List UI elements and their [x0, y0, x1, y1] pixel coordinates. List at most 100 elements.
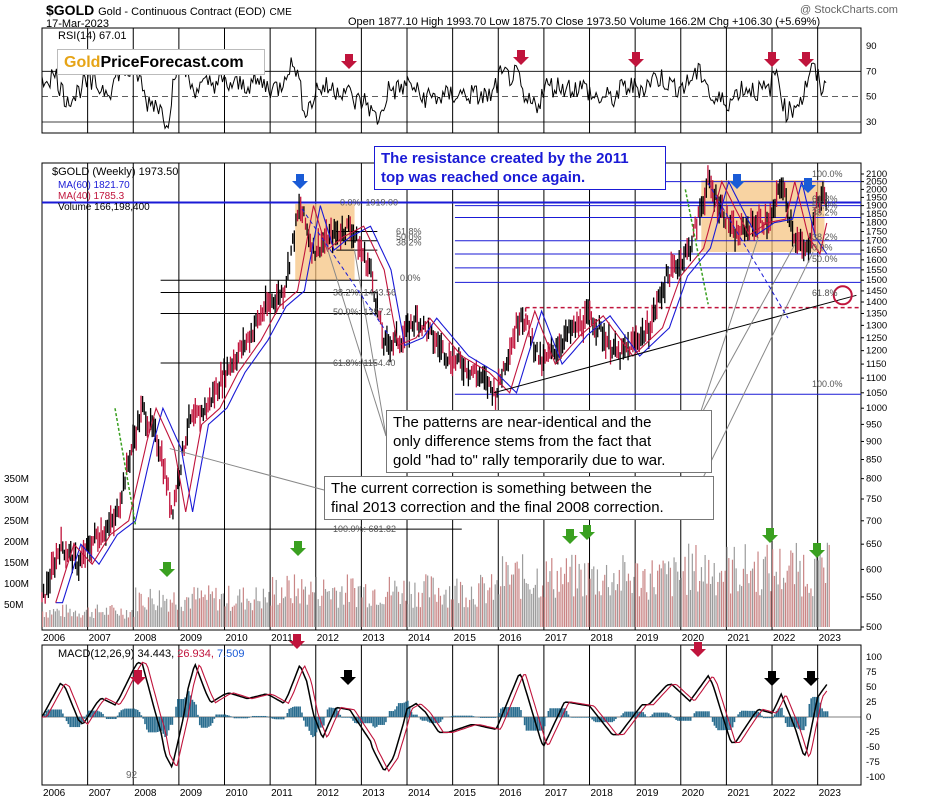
volume-bar	[310, 581, 312, 627]
volume-green-arrow	[562, 529, 578, 544]
macd-histogram-bar	[553, 708, 555, 717]
macd-histogram-bar	[823, 711, 825, 717]
macd-histogram-bar	[220, 714, 223, 717]
volume-bar	[551, 558, 553, 627]
macd-histogram-bar	[675, 717, 677, 720]
macd-histogram-bar	[200, 717, 203, 728]
macd-histogram-bar	[594, 717, 597, 723]
macd-histogram-bar	[332, 707, 334, 717]
volume-bar	[465, 597, 467, 627]
macd-histogram-bar	[804, 717, 807, 727]
volume-bar	[153, 604, 155, 627]
x-tick-label: 2014	[408, 633, 431, 644]
macd-histogram-bar	[175, 706, 177, 717]
price-tick-label: 1300	[866, 320, 887, 331]
macd-histogram-bar	[133, 708, 135, 717]
macd-histogram-bar	[485, 717, 488, 718]
volume-bar	[782, 577, 785, 627]
volume-bar	[750, 570, 752, 627]
volume-bar	[726, 546, 728, 627]
macd-histogram-bar	[281, 717, 283, 720]
macd-histogram-bar	[91, 710, 93, 717]
macd-histogram-bar	[408, 706, 411, 717]
volume-bar	[224, 606, 226, 627]
macd-histogram-bar	[547, 711, 550, 717]
volume-bar	[501, 556, 504, 627]
macd-histogram-bar	[459, 715, 462, 717]
volume-bar	[574, 554, 577, 627]
macd-histogram-bar	[706, 711, 708, 717]
volume-bar	[781, 589, 783, 627]
x-tick-label: 2006	[43, 633, 66, 644]
macd-histogram-bar	[155, 717, 157, 733]
volume-tick-label: 150M	[4, 558, 29, 569]
price-legend: $GOLD (Weekly) 1973.50	[52, 166, 179, 178]
price-tick-label: 1100	[866, 373, 886, 384]
macd-histogram-bar	[452, 715, 455, 717]
x-tick-label: 2009	[180, 633, 203, 644]
volume-bar	[189, 608, 192, 627]
macd-histogram-bar	[244, 717, 247, 719]
volume-bar	[545, 561, 547, 627]
macd-histogram-bar	[514, 707, 517, 717]
volume-bar	[662, 560, 664, 627]
macd-signal-line	[42, 661, 828, 773]
macd-histogram-bar	[782, 715, 785, 717]
macd-histogram-bar	[421, 717, 424, 721]
volume-bar	[279, 603, 281, 627]
volume-bar	[728, 558, 730, 627]
volume-bar	[290, 598, 292, 627]
volume-bar	[713, 563, 715, 627]
macd-histogram-bar	[209, 717, 212, 726]
price-tick-label: 1150	[866, 359, 886, 370]
price-tick-label: 1500	[866, 275, 887, 286]
macd-histogram-bar	[94, 710, 97, 717]
macd-tick-label: 75	[866, 667, 877, 678]
macd-histogram-bar	[324, 717, 327, 718]
macd-histogram-bar	[487, 717, 489, 718]
volume-tick-label: 250M	[4, 516, 29, 527]
x-tick-label: 2012	[317, 633, 340, 644]
macd-histogram-bar	[658, 712, 661, 717]
x-tick-label: 2023	[819, 633, 842, 644]
callout-connector	[169, 448, 325, 491]
macd-histogram-bar	[520, 710, 522, 717]
macd-histogram-bar	[761, 715, 763, 717]
macd-histogram-bar	[439, 717, 442, 722]
volume-bar	[525, 583, 527, 627]
volume-bar	[605, 564, 608, 627]
fib-label-right: 100.0%	[812, 379, 843, 389]
volume-bar	[803, 554, 805, 627]
volume-bar	[487, 590, 489, 627]
volume-tick-label: 200M	[4, 537, 29, 548]
price-blue-arrow	[292, 174, 308, 189]
volume-bar	[407, 604, 409, 627]
macd-histogram-bar	[649, 716, 652, 717]
volume-bar	[819, 543, 821, 627]
volume-bar	[173, 592, 175, 627]
volume-bar	[823, 567, 825, 627]
volume-bar	[478, 583, 480, 627]
volume-bar	[742, 568, 745, 627]
macd-histogram-bar	[556, 708, 559, 717]
volume-bar	[494, 584, 496, 627]
volume-bar	[116, 613, 119, 627]
macd-histogram-bar	[662, 712, 665, 717]
volume-bar	[377, 604, 380, 627]
volume-bar	[549, 571, 551, 627]
macd-black-arrow	[764, 671, 780, 686]
macd-histogram-bar	[206, 717, 208, 728]
volume-bar	[594, 594, 597, 627]
volume-bar	[60, 616, 62, 627]
macd-histogram-bar	[255, 715, 258, 717]
volume-bar	[467, 607, 469, 627]
volume-bar	[711, 576, 714, 627]
volume-bar	[722, 581, 724, 627]
macd-histogram-bar	[580, 717, 582, 718]
macd-histogram-bar	[500, 708, 502, 717]
ohlc-readout: Open 1877.10 High 1993.70 Low 1875.70 Cl…	[348, 16, 821, 28]
volume-bar	[244, 609, 246, 627]
macd-histogram-bar	[180, 698, 183, 717]
volume-bar	[109, 606, 111, 627]
macd-histogram-bar	[525, 717, 528, 731]
